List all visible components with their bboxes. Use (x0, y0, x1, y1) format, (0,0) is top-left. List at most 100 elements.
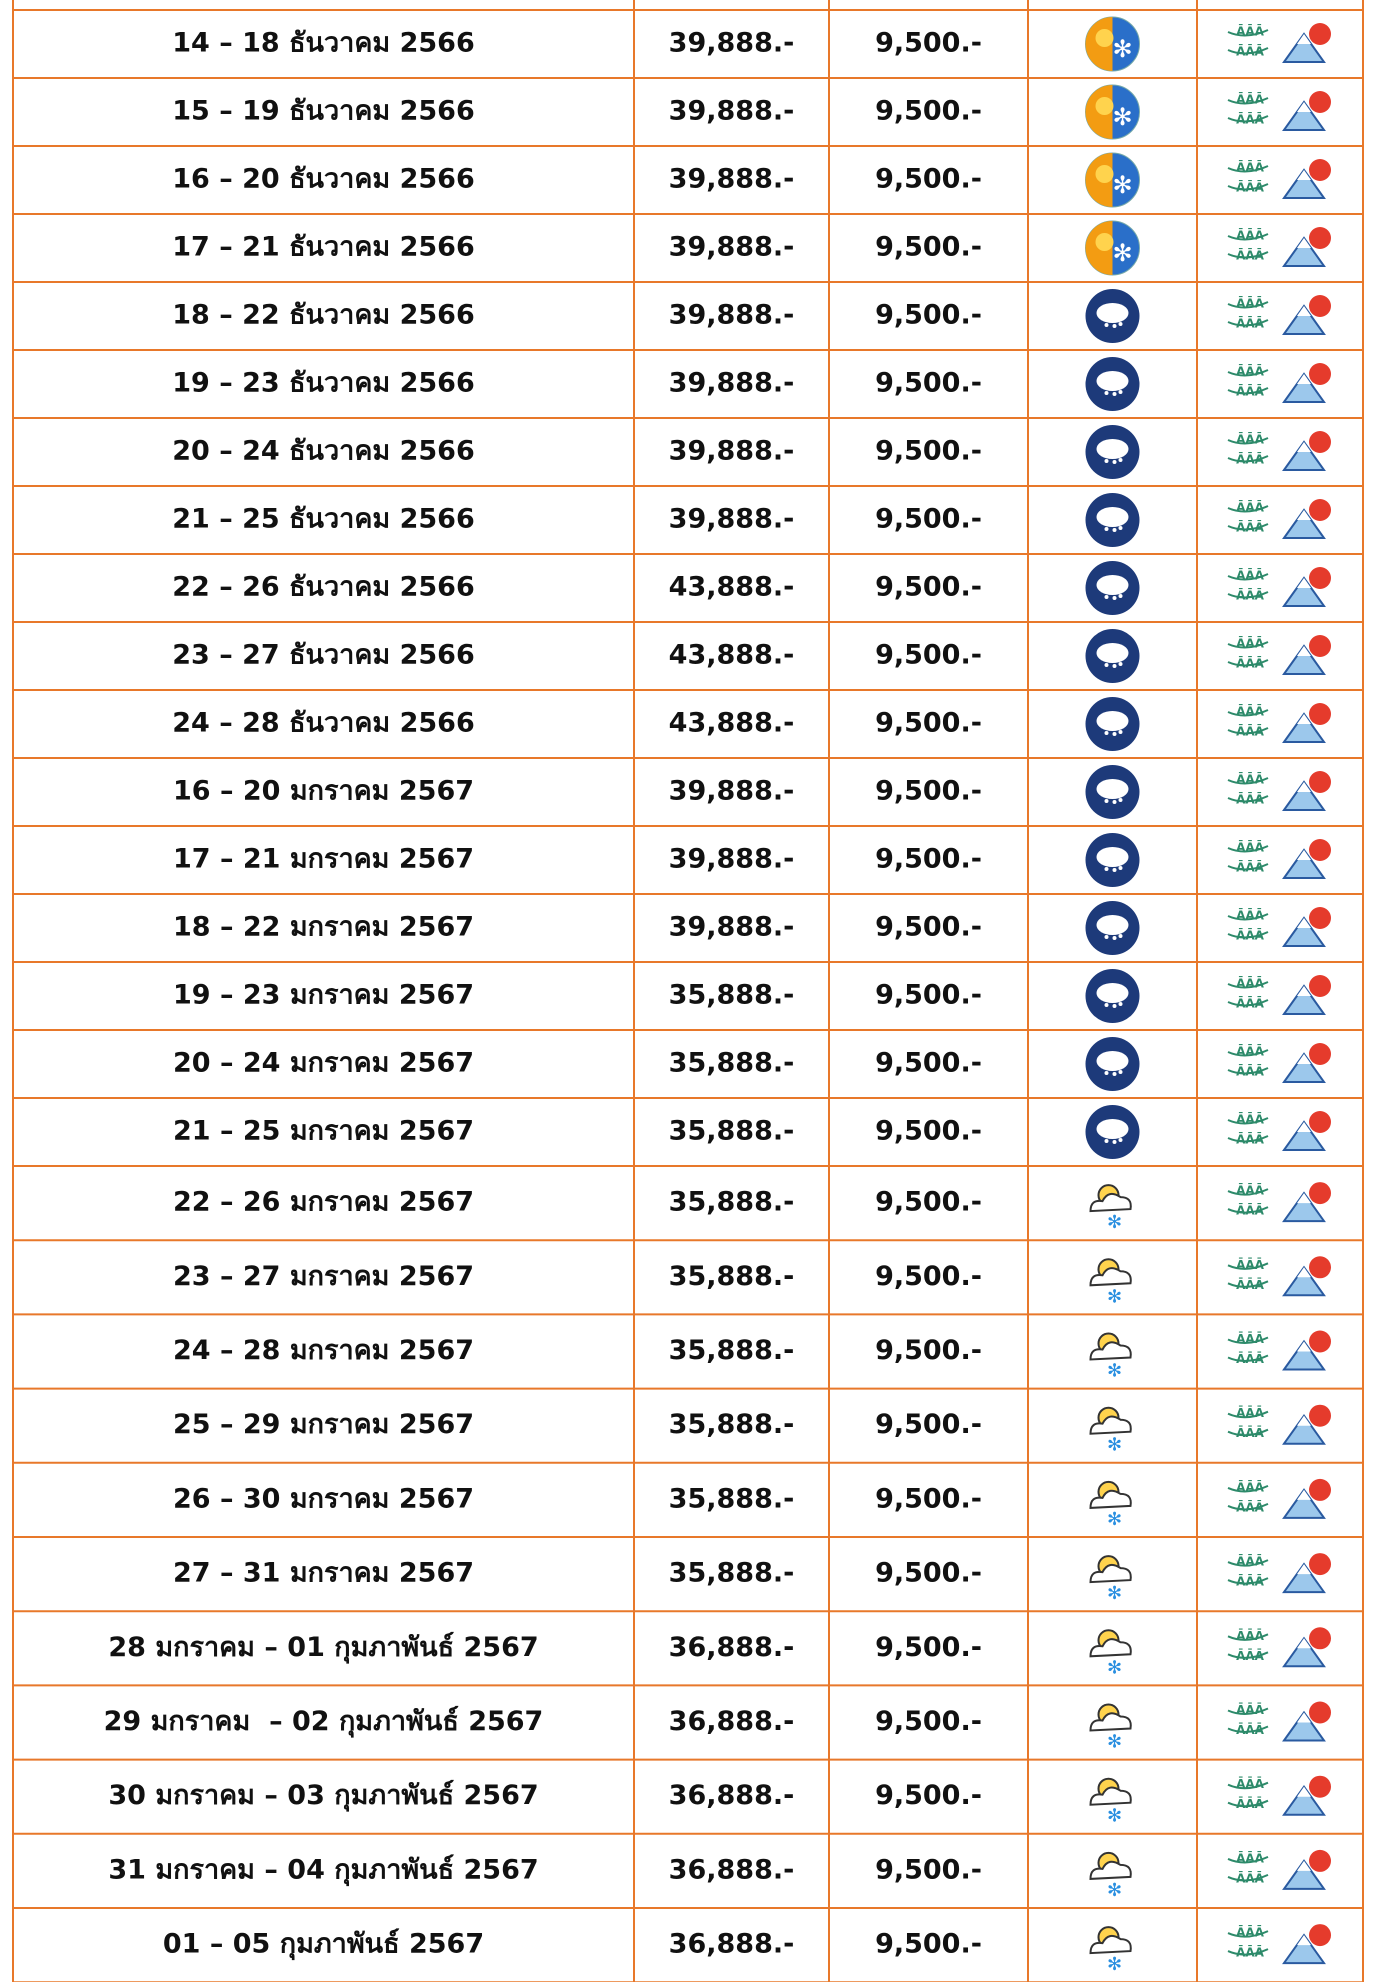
price: 43,888.- (669, 640, 795, 671)
single-supplement: 9,500.- (875, 572, 982, 603)
weather-icon (1086, 357, 1140, 411)
single-supplement: 9,500.- (875, 1854, 982, 1885)
date: 23 – 27 มกราคม 2567 (173, 1261, 474, 1292)
price: 39,888.- (669, 28, 795, 59)
season-icon (1228, 839, 1331, 878)
season-icon (1228, 91, 1331, 130)
single-supplement: 9,500.- (875, 164, 982, 195)
season-icon (1228, 1702, 1331, 1741)
weather-icon (1086, 17, 1140, 71)
single-supplement: 9,500.- (875, 640, 982, 671)
weather-icon (1091, 1705, 1131, 1753)
season-icon (1228, 159, 1331, 198)
weather-icon (1091, 1927, 1131, 1975)
weather-icon (1091, 1630, 1131, 1678)
single-supplement: 9,500.- (875, 1048, 982, 1079)
price: 39,888.- (669, 368, 795, 399)
price: 36,888.- (669, 1706, 795, 1737)
price: 35,888.- (669, 1409, 795, 1440)
single-supplement: 9,500.- (875, 1116, 982, 1147)
weather-icon (1086, 221, 1140, 275)
season-icon (1228, 1479, 1331, 1518)
date: 20 – 24 มกราคม 2567 (173, 1048, 474, 1079)
season-icon (1228, 1776, 1331, 1815)
season-icon (1228, 635, 1331, 674)
weather-icon (1091, 1408, 1131, 1456)
single-supplement: 9,500.- (875, 1706, 982, 1737)
price: 35,888.- (669, 1187, 795, 1218)
season-icon (1228, 1405, 1331, 1444)
price: 39,888.- (669, 96, 795, 127)
price: 43,888.- (669, 708, 795, 739)
weather-icon (1091, 1334, 1131, 1382)
price: 35,888.- (669, 1335, 795, 1366)
price: 43,888.- (669, 572, 795, 603)
price: 35,888.- (669, 1558, 795, 1589)
price: 39,888.- (669, 776, 795, 807)
single-supplement: 9,500.- (875, 1558, 982, 1589)
price: 36,888.- (669, 1854, 795, 1885)
date: 18 – 22 ธันวาคม 2566 (172, 300, 475, 331)
date: 19 – 23 มกราคม 2567 (173, 980, 474, 1011)
single-supplement: 9,500.- (875, 300, 982, 331)
single-supplement: 9,500.- (875, 1335, 982, 1366)
price: 39,888.- (669, 164, 795, 195)
single-supplement: 9,500.- (875, 776, 982, 807)
weather-icon (1086, 561, 1140, 615)
weather-icon (1086, 765, 1140, 819)
date: 24 – 28 มกราคม 2567 (173, 1335, 474, 1366)
season-icon (1228, 1553, 1331, 1592)
price: 39,888.- (669, 504, 795, 535)
date: 31 มกราคม – 04 กุมภาพันธ์ 2567 (108, 1853, 538, 1886)
date: 26 – 30 มกราคม 2567 (173, 1483, 474, 1514)
date: 30 มกราคม – 03 กุมภาพันธ์ 2567 (108, 1779, 538, 1812)
single-supplement: 9,500.- (875, 708, 982, 739)
weather-icon (1086, 493, 1140, 547)
season-icon (1228, 23, 1331, 62)
date: 21 – 25 ธันวาคม 2566 (172, 504, 475, 535)
price-table: ✻ ✻ ĀĀĀĀĀĀ 14 – 18 ธันวาคม 256639,888.-9… (0, 0, 1376, 1982)
season-icon (1228, 1924, 1331, 1963)
weather-icon (1086, 1037, 1140, 1091)
date: 22 – 26 มกราคม 2567 (173, 1187, 474, 1218)
season-icon (1228, 1256, 1331, 1295)
season-icon (1228, 1627, 1331, 1666)
date: 16 – 20 มกราคม 2567 (173, 776, 474, 807)
price: 39,888.- (669, 300, 795, 331)
price: 39,888.- (669, 436, 795, 467)
single-supplement: 9,500.- (875, 436, 982, 467)
season-icon (1228, 1043, 1331, 1082)
single-supplement: 9,500.- (875, 1483, 982, 1514)
price: 36,888.- (669, 1780, 795, 1811)
single-supplement: 9,500.- (875, 1632, 982, 1663)
single-supplement: 9,500.- (875, 1780, 982, 1811)
weather-icon (1086, 1105, 1140, 1159)
date: 25 – 29 มกราคม 2567 (173, 1409, 474, 1440)
weather-icon (1091, 1779, 1131, 1827)
single-supplement: 9,500.- (875, 844, 982, 875)
single-supplement: 9,500.- (875, 912, 982, 943)
weather-icon (1091, 1259, 1131, 1307)
date: 01 – 05 กุมภาพันธ์ 2567 (163, 1928, 484, 1961)
price: 35,888.- (669, 1116, 795, 1147)
date: 15 – 19 ธันวาคม 2566 (172, 96, 475, 127)
season-icon (1228, 1850, 1331, 1889)
date: 20 – 24 ธันวาคม 2566 (172, 436, 475, 467)
date: 22 – 26 ธันวาคม 2566 (172, 572, 475, 603)
weather-icon (1086, 289, 1140, 343)
price: 36,888.- (669, 1632, 795, 1663)
price: 39,888.- (669, 844, 795, 875)
weather-icon (1086, 85, 1140, 139)
date: 14 – 18 ธันวาคม 2566 (172, 28, 475, 59)
single-supplement: 9,500.- (875, 504, 982, 535)
single-supplement: 9,500.- (875, 980, 982, 1011)
page: ✻ ✻ ĀĀĀĀĀĀ 14 – 18 ธันวาคม 256639,888.-9… (0, 0, 1376, 1982)
weather-icon (1091, 1482, 1131, 1530)
weather-icon (1086, 153, 1140, 207)
price: 39,888.- (669, 912, 795, 943)
date: 19 – 23 ธันวาคม 2566 (172, 368, 475, 399)
season-icon (1228, 907, 1331, 946)
season-icon (1228, 1111, 1331, 1150)
price: 35,888.- (669, 1048, 795, 1079)
season-icon (1228, 771, 1331, 810)
